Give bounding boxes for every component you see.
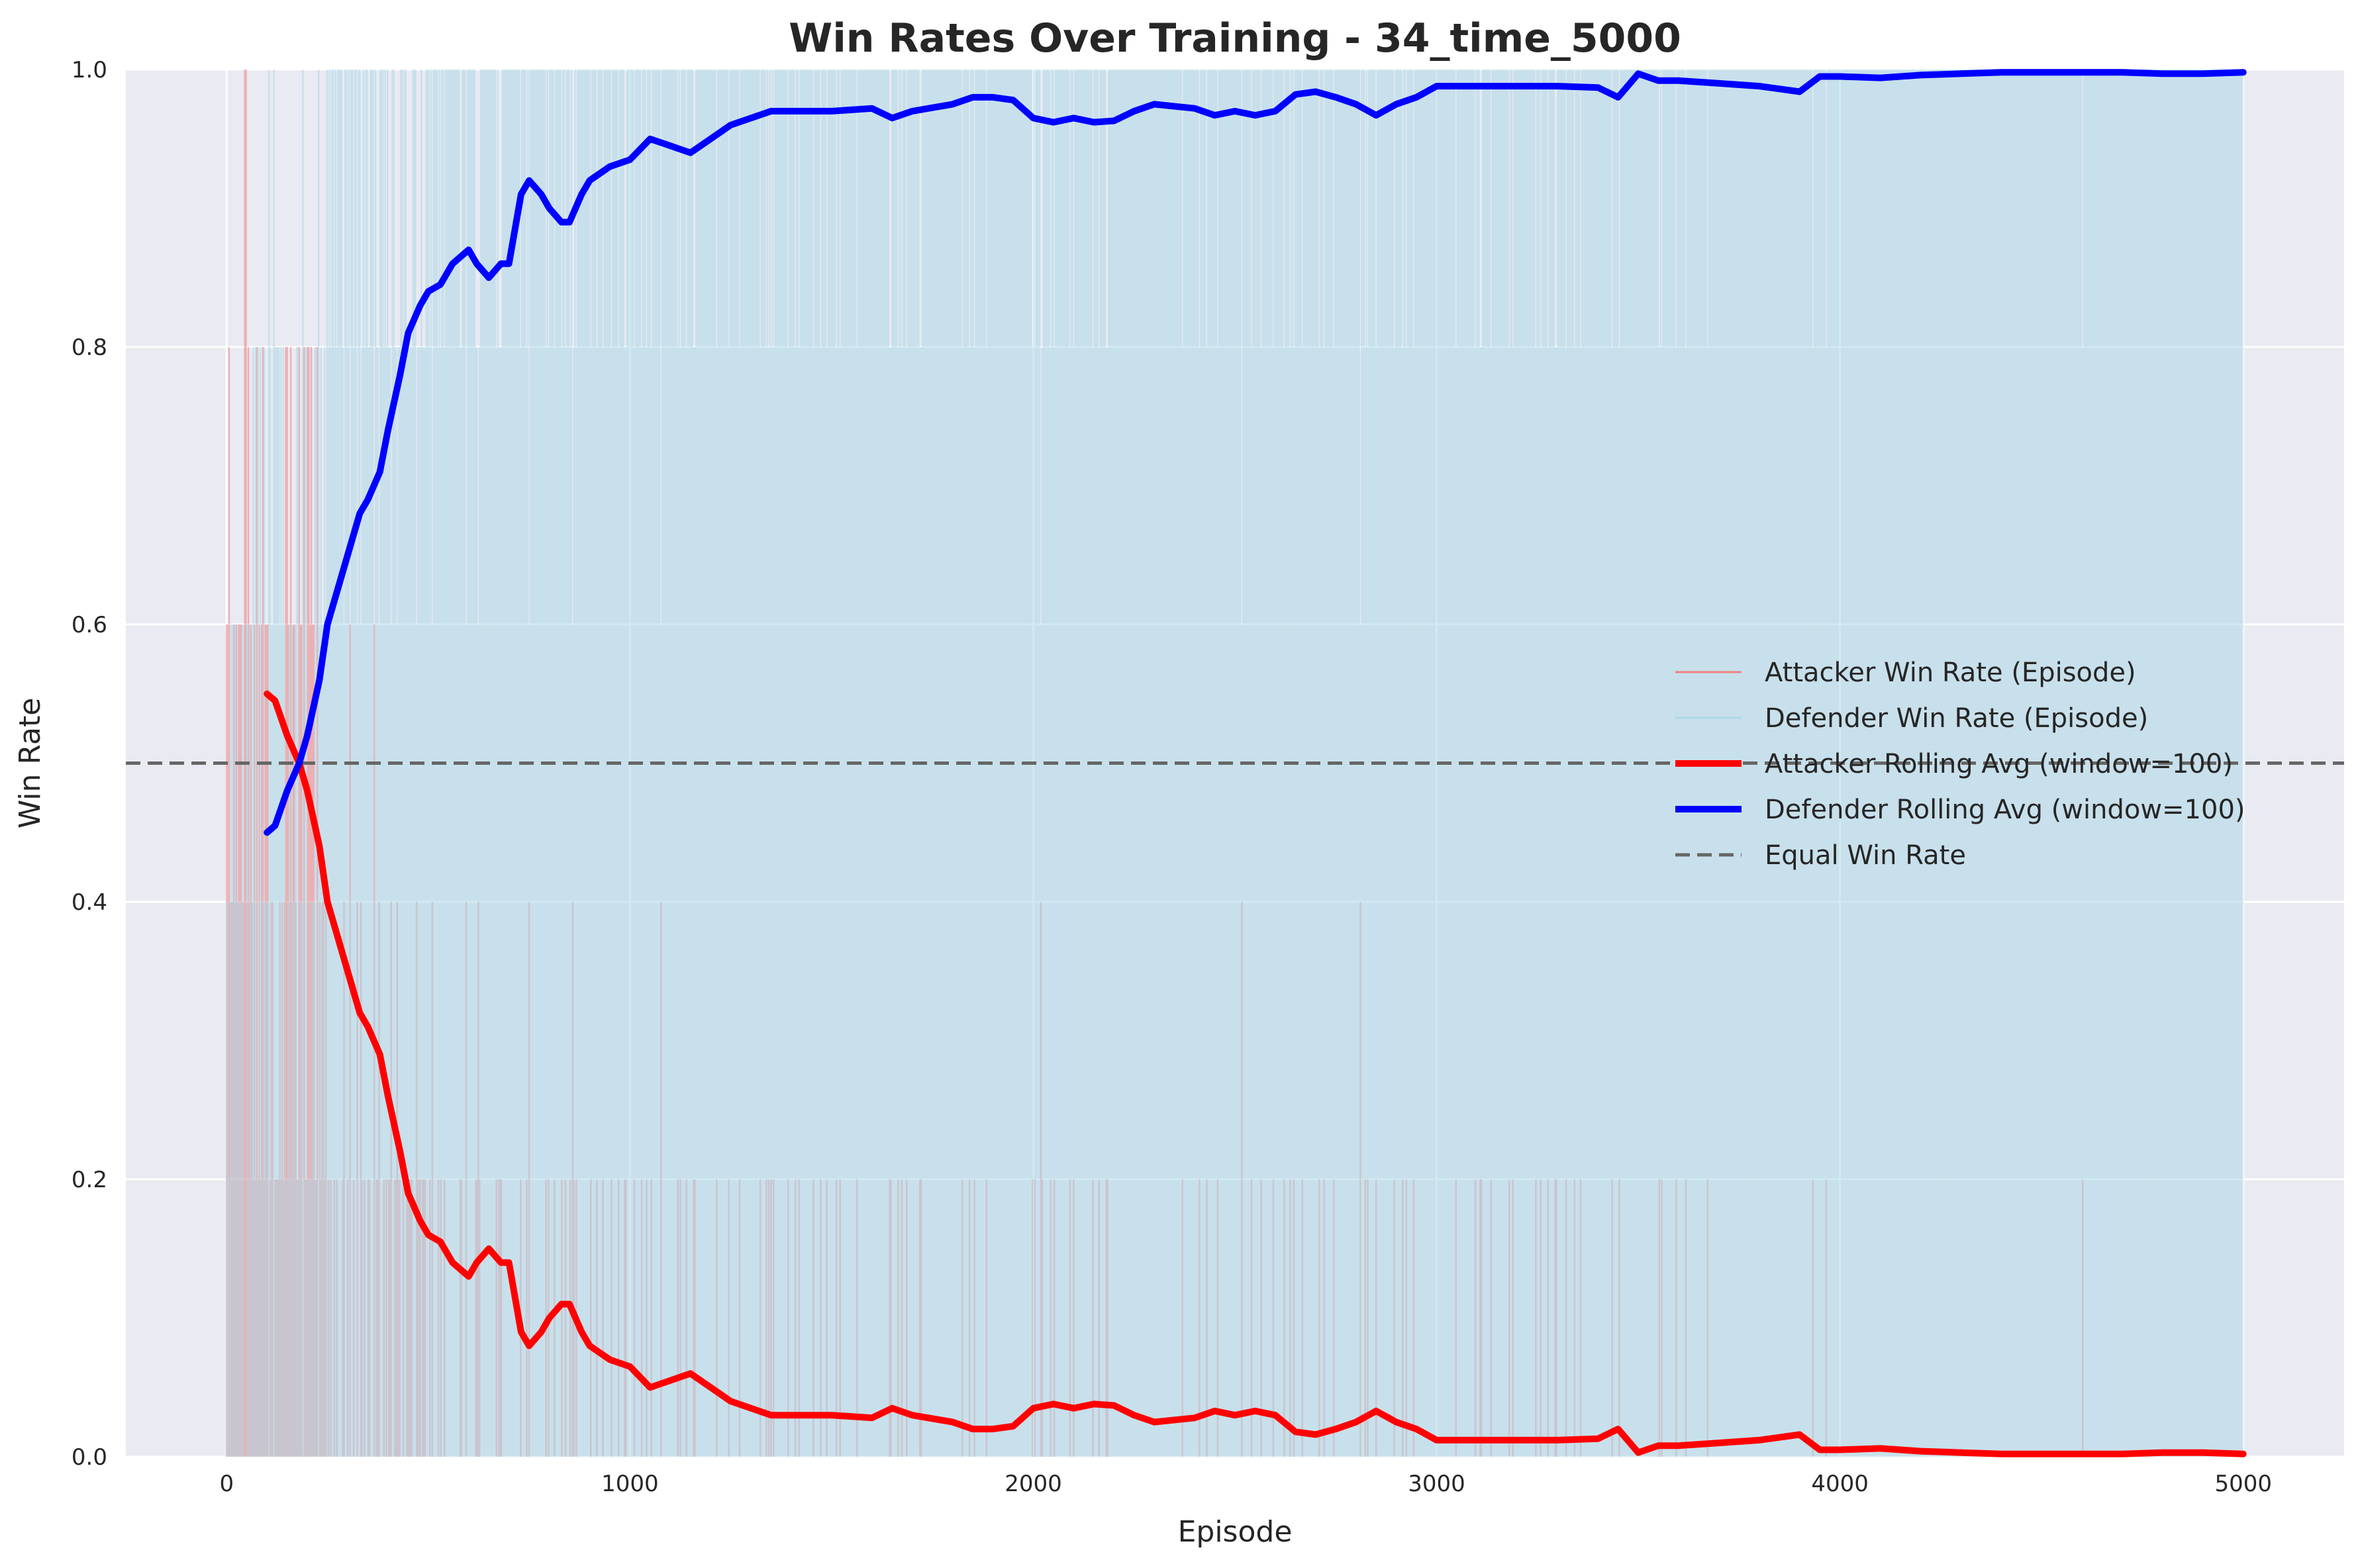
y-tick-label: 0.2 <box>72 1167 107 1193</box>
legend-label: Defender Rolling Avg (window=100) <box>1765 795 2245 825</box>
x-tick-label: 2000 <box>1005 1471 1062 1497</box>
y-axis-ticks: 0.0 0.2 0.4 0.6 0.8 1.0 <box>72 57 107 1471</box>
y-tick-label: 0.4 <box>72 889 107 916</box>
x-tick-label: 0 <box>219 1471 234 1497</box>
x-axis-label: Episode <box>1178 1515 1293 1549</box>
y-tick-label: 1.0 <box>72 57 107 83</box>
attacker-rolling-line <box>264 690 2247 1457</box>
defender-rolling-line <box>264 69 2247 836</box>
x-axis-ticks: 0 1000 2000 3000 4000 5000 <box>219 1471 2272 1497</box>
legend-label: Attacker Win Rate (Episode) <box>1765 658 2136 688</box>
x-tick-label: 1000 <box>601 1471 659 1497</box>
x-tick-label: 4000 <box>1811 1471 1869 1497</box>
y-axis-label: Win Rate <box>13 698 47 829</box>
y-tick-label: 0.8 <box>72 334 107 361</box>
rolling-average-lines <box>264 69 2247 1457</box>
legend-label: Equal Win Rate <box>1765 840 1966 871</box>
legend-label: Attacker Rolling Avg (window=100) <box>1765 749 2233 779</box>
legend-label: Defender Win Rate (Episode) <box>1765 703 2148 734</box>
x-tick-label: 3000 <box>1408 1471 1465 1497</box>
chart-title: Win Rates Over Training - 34_time_5000 <box>789 15 1681 62</box>
y-tick-label: 0.0 <box>72 1444 107 1471</box>
y-tick-label: 0.6 <box>72 612 107 638</box>
legend: Attacker Win Rate (Episode) Defender Win … <box>1675 658 2245 871</box>
x-tick-label: 5000 <box>2214 1471 2272 1497</box>
